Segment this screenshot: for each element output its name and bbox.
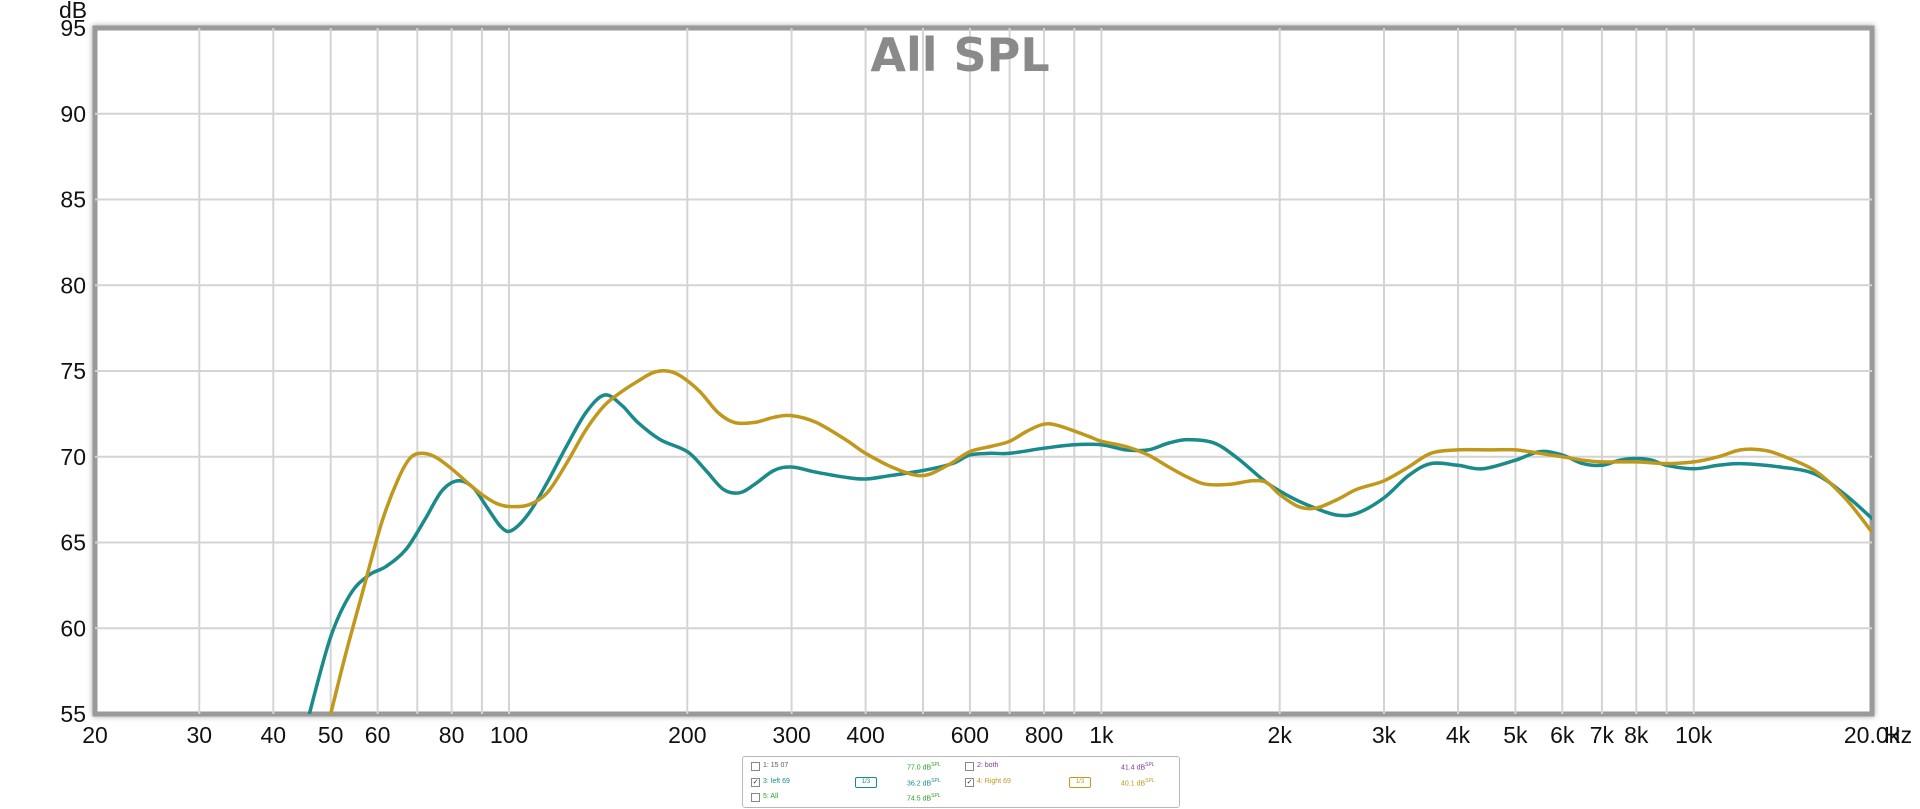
x-tick-label: 300 bbox=[772, 722, 810, 748]
y-axis-labels: 55 60 65 70 75 80 85 90 95 bbox=[60, 15, 86, 727]
x-tick-label: 7k bbox=[1590, 722, 1615, 748]
legend-measurement-name: 4: Right 69 bbox=[977, 778, 1011, 785]
y-tick-label: 90 bbox=[60, 101, 86, 127]
y-axis-unit-label: dB bbox=[59, 0, 87, 23]
legend-measurement-name: 3: left 69 bbox=[763, 778, 790, 785]
legend-measurement-name: 5: All bbox=[763, 793, 779, 800]
series-layer bbox=[307, 369, 1872, 714]
legend-level-unit: SPL bbox=[1145, 762, 1155, 768]
series-line bbox=[307, 393, 1872, 714]
x-tick-label: 80 bbox=[439, 722, 465, 748]
x-tick-label: 800 bbox=[1025, 722, 1063, 748]
x-tick-label: 5k bbox=[1503, 722, 1528, 748]
x-tick-label: 400 bbox=[846, 722, 884, 748]
legend-level-unit: SPL bbox=[931, 793, 941, 799]
legend-level-unit: SPL bbox=[931, 778, 941, 784]
legend-checkbox[interactable] bbox=[965, 762, 974, 771]
x-tick-label: 100 bbox=[490, 722, 528, 748]
x-tick-label: 20 bbox=[82, 722, 108, 748]
series-line bbox=[328, 369, 1872, 714]
x-tick-label: 20.0k bbox=[1844, 722, 1901, 748]
x-tick-label: 2k bbox=[1268, 722, 1293, 748]
x-tick-label: 1k bbox=[1089, 722, 1114, 748]
y-tick-label: 65 bbox=[60, 530, 86, 556]
x-tick-label: 30 bbox=[187, 722, 213, 748]
legend-measurement-name: 1: 15 07 bbox=[763, 762, 789, 769]
legend-level-unit: SPL bbox=[1145, 778, 1155, 784]
y-tick-label: 55 bbox=[60, 701, 86, 727]
legend-smoothing-badge[interactable]: 1/3 bbox=[855, 777, 877, 788]
y-tick-label: 85 bbox=[60, 187, 86, 213]
legend-panel: 1: 15 07 77.0 dBSPL 2: both 41.4 dBSPL ✓ 3: l… bbox=[742, 756, 1180, 808]
x-axis-labels: 20 30 40 50 60 80 100 200 300 400 600 800 1k 2k 3k 4k 5k… bbox=[82, 722, 1900, 748]
x-tick-label: 600 bbox=[951, 722, 989, 748]
legend-level-value: 77.0 dBSPL bbox=[907, 762, 941, 772]
y-tick-label: 95 bbox=[60, 15, 86, 41]
x-tick-label: 200 bbox=[668, 722, 706, 748]
x-tick-label: 6k bbox=[1550, 722, 1575, 748]
legend-checkbox[interactable] bbox=[751, 762, 760, 771]
y-tick-label: 60 bbox=[60, 615, 86, 641]
legend-smoothing-badge[interactable]: 1/3 bbox=[1069, 777, 1091, 788]
legend-checkbox[interactable]: ✓ bbox=[965, 778, 974, 787]
grid-lines bbox=[95, 28, 1872, 714]
legend-level-unit: SPL bbox=[931, 762, 941, 768]
legend-level-value: 41.4 dBSPL bbox=[1121, 762, 1155, 772]
x-tick-label: 10k bbox=[1675, 722, 1713, 748]
x-tick-label: 4k bbox=[1446, 722, 1471, 748]
legend-row: ✓ 3: left 69 1/3 36.2 dBSPL ✓ 4: Right 69 1/3 4… bbox=[743, 775, 1179, 789]
y-tick-label: 80 bbox=[60, 272, 86, 298]
x-axis-unit-label: Hz bbox=[1884, 722, 1912, 748]
x-tick-label: 50 bbox=[318, 722, 344, 748]
legend-level-value: 36.2 dBSPL bbox=[907, 778, 941, 788]
legend-level-value: 74.5 dBSPL bbox=[907, 793, 941, 803]
x-tick-label: 60 bbox=[365, 722, 391, 748]
y-tick-label: 75 bbox=[60, 358, 86, 384]
legend-level-value: 40.1 dBSPL bbox=[1121, 778, 1155, 788]
chart-title: All SPL bbox=[870, 28, 1049, 82]
legend-row: 1: 15 07 77.0 dBSPL 2: both 41.4 dBSPL bbox=[743, 759, 1179, 773]
x-tick-label: 40 bbox=[261, 722, 287, 748]
legend-measurement-name: 2: both bbox=[977, 762, 999, 769]
legend-checkbox[interactable]: ✓ bbox=[751, 778, 760, 787]
y-tick-label: 70 bbox=[60, 444, 86, 470]
legend-row: 5: All 74.5 dBSPL bbox=[743, 790, 1179, 804]
x-tick-label: 3k bbox=[1372, 722, 1397, 748]
x-tick-label: 8k bbox=[1624, 722, 1649, 748]
legend-checkbox[interactable] bbox=[751, 793, 760, 802]
